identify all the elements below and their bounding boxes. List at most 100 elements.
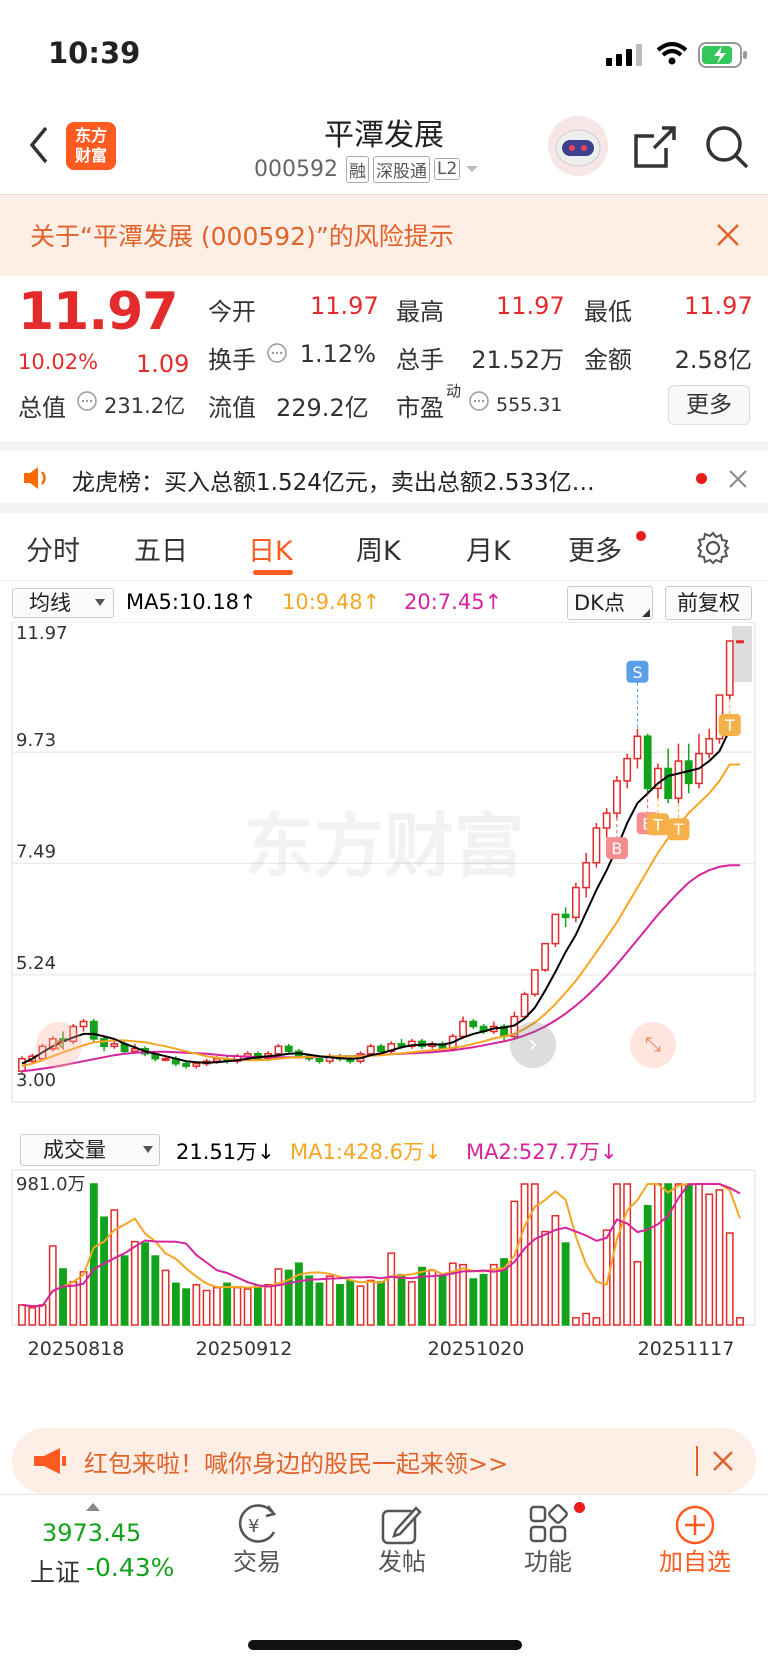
low-label: 最低 bbox=[584, 298, 632, 326]
float-value: 229.2亿 bbox=[276, 394, 369, 422]
unread-dot bbox=[696, 473, 707, 484]
volume-bar bbox=[243, 1288, 252, 1326]
index-name: 上证 bbox=[30, 1558, 81, 1587]
candle-body bbox=[654, 767, 662, 790]
post-edit-icon[interactable] bbox=[380, 1504, 422, 1546]
news-ticker[interactable]: 龙虎榜：买入总额1.524亿元，卖出总额2.533亿… bbox=[0, 441, 768, 513]
more-button[interactable]: 更多 bbox=[668, 385, 750, 425]
open-label: 今开 bbox=[208, 298, 256, 326]
amount-value: 2.58亿 bbox=[674, 346, 752, 374]
info-icon[interactable] bbox=[266, 342, 288, 364]
tab-weekly-k[interactable]: 周K bbox=[356, 536, 401, 567]
share-icon[interactable] bbox=[632, 124, 678, 170]
date-axis-label: 20251020 bbox=[428, 1338, 525, 1360]
volume-bar bbox=[377, 1281, 385, 1326]
settings-gear-icon[interactable] bbox=[696, 531, 730, 565]
ma10-line bbox=[21, 763, 740, 1068]
tab-monthly-k[interactable]: 月K bbox=[466, 536, 511, 567]
dropdown-arrow-icon bbox=[466, 166, 479, 172]
indicator-select-label: 均线 bbox=[29, 591, 71, 615]
close-icon[interactable] bbox=[728, 469, 748, 489]
stock-header: 东方财富 平潭发展 000592 融 深股通 L2 bbox=[0, 100, 768, 194]
vol-indicator-select[interactable]: 成交量 bbox=[20, 1134, 160, 1166]
function-label[interactable]: 功能 bbox=[524, 1548, 572, 1576]
function-grid-icon[interactable] bbox=[528, 1504, 570, 1546]
scroll-left-button[interactable]: « bbox=[36, 1022, 82, 1068]
buy-signal-label: B bbox=[611, 839, 622, 858]
info-icon[interactable] bbox=[468, 390, 490, 412]
kline-svg[interactable]: 11.979.737.495.243.00东方财富SBBTTT981.0万202… bbox=[0, 622, 768, 1412]
volume-bar bbox=[520, 1183, 529, 1326]
volume-bar bbox=[356, 1285, 365, 1326]
volume-bar bbox=[407, 1281, 416, 1326]
tag-margin: 融 bbox=[345, 155, 369, 183]
trade-icon[interactable]: ¥ bbox=[234, 1502, 280, 1548]
volume-bar bbox=[582, 1312, 591, 1326]
volume-bar bbox=[305, 1275, 314, 1326]
search-icon[interactable] bbox=[704, 124, 750, 170]
candle-body bbox=[89, 1020, 98, 1040]
candle-body bbox=[182, 1062, 191, 1067]
add-watchlist-label[interactable]: 加自选 bbox=[659, 1548, 731, 1576]
battery-charging-icon bbox=[698, 42, 747, 68]
float-label: 流值 bbox=[208, 394, 256, 422]
candle-body bbox=[571, 886, 580, 919]
volume-bar bbox=[551, 1215, 560, 1326]
expand-arrow-icon[interactable] bbox=[86, 1503, 100, 1511]
tab-daily-k[interactable]: 日K bbox=[248, 536, 293, 567]
adjust-mode-button[interactable]: 前复权 bbox=[665, 586, 752, 620]
back-icon[interactable] bbox=[28, 126, 50, 164]
sell-signal-badge bbox=[626, 660, 649, 683]
index-value[interactable]: 3973.45 bbox=[42, 1519, 142, 1547]
volume-bar bbox=[59, 1268, 67, 1326]
chart-scroll-thumb[interactable] bbox=[732, 626, 752, 682]
ma10-legend: 10:9.48↑ bbox=[282, 590, 381, 614]
candle-body bbox=[315, 1057, 324, 1062]
fullscreen-icon[interactable]: ⤡ bbox=[630, 1022, 676, 1068]
volume-bar bbox=[253, 1285, 262, 1326]
change-amount: 1.09 bbox=[136, 350, 190, 378]
k-line-chart[interactable]: 均线 MA5:10.18↑ 10:9.48↑ 20:7.45↑ DK点 前复权 … bbox=[0, 582, 768, 1412]
tab-five-day[interactable]: 五日 bbox=[134, 536, 188, 567]
dk-point-button[interactable]: DK点 bbox=[567, 586, 653, 620]
price-axis-label: 11.97 bbox=[16, 623, 68, 644]
volume-bar bbox=[489, 1263, 498, 1326]
tab-intraday[interactable]: 分时 bbox=[26, 536, 80, 567]
promo-banner[interactable]: 红包来啦！喊你身边的股民一起来领>> bbox=[12, 1428, 756, 1494]
vol-ma2-legend: MA2:527.7万↓ bbox=[466, 1140, 618, 1164]
volume-bar bbox=[171, 1282, 180, 1326]
volume-bar bbox=[366, 1279, 375, 1326]
candle-body bbox=[530, 969, 539, 995]
info-icon[interactable] bbox=[76, 390, 98, 412]
volume-bar bbox=[592, 1317, 601, 1326]
t-signal-badge bbox=[667, 818, 690, 841]
indicator-select[interactable]: 均线 bbox=[12, 588, 114, 618]
scroll-right-button[interactable]: › bbox=[510, 1022, 556, 1068]
trade-label[interactable]: 交易 bbox=[233, 1548, 281, 1576]
robot-assistant-icon[interactable] bbox=[546, 114, 610, 178]
volume-bar bbox=[38, 1304, 47, 1326]
candle-body bbox=[469, 1020, 478, 1028]
post-label[interactable]: 发帖 bbox=[378, 1548, 426, 1576]
tab-more[interactable]: 更多 bbox=[568, 536, 622, 567]
volume-bar bbox=[346, 1279, 355, 1326]
volume-bar bbox=[69, 1281, 78, 1326]
t-signal-badge bbox=[718, 714, 741, 737]
volume-bar bbox=[336, 1284, 344, 1326]
close-icon[interactable] bbox=[716, 223, 740, 247]
close-icon[interactable] bbox=[712, 1450, 734, 1472]
candle-body bbox=[602, 812, 611, 829]
volume-bar bbox=[500, 1258, 509, 1326]
news-text: 龙虎榜：买入总额1.524亿元，卖出总额2.533亿… bbox=[72, 470, 595, 496]
active-tab-indicator bbox=[253, 570, 293, 575]
volume-bar bbox=[18, 1304, 26, 1326]
volume-bar bbox=[284, 1269, 293, 1326]
add-watchlist-icon[interactable] bbox=[674, 1504, 716, 1546]
candle-body bbox=[284, 1045, 293, 1053]
stock-code-row[interactable]: 000592 融 深股通 L2 bbox=[254, 155, 480, 183]
risk-warning-banner[interactable]: 关于“平潭发展 (000592)”的风险提示 bbox=[0, 194, 768, 276]
candle-body bbox=[664, 767, 673, 800]
status-bar: 10:39 bbox=[0, 0, 768, 100]
stock-name: 平潭发展 bbox=[324, 118, 444, 153]
volume-bar bbox=[120, 1255, 129, 1326]
